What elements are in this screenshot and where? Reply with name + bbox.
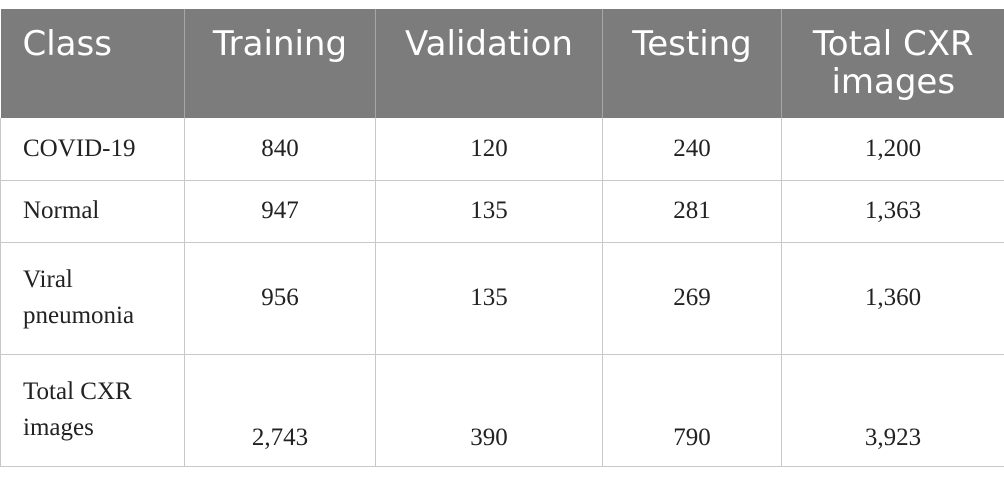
cell-class: Normal bbox=[0, 180, 185, 243]
cell-testing: 240 bbox=[602, 118, 782, 181]
cell-class: Viral pneumonia bbox=[0, 242, 185, 355]
table-row: Viral pneumonia 956 135 269 1,360 bbox=[0, 242, 1004, 355]
table-header: Class Training Validation Testing Total … bbox=[0, 9, 1004, 118]
cell-total: 1,200 bbox=[781, 118, 1004, 181]
cell-total: 1,360 bbox=[781, 242, 1004, 355]
cell-validation: 135 bbox=[375, 242, 603, 355]
header-testing: Testing bbox=[602, 9, 782, 118]
header-validation: Validation bbox=[375, 9, 603, 118]
cell-class: COVID-19 bbox=[0, 118, 185, 181]
cell-testing: 790 bbox=[602, 354, 782, 467]
header-training: Training bbox=[184, 9, 376, 118]
table-row-total: Total CXR images 2,743 390 790 3,923 bbox=[0, 354, 1004, 467]
table-row: Normal 947 135 281 1,363 bbox=[0, 180, 1004, 243]
cell-validation: 390 bbox=[375, 354, 603, 467]
cell-testing: 269 bbox=[602, 242, 782, 355]
cell-testing: 281 bbox=[602, 180, 782, 243]
dataset-split-table: Class Training Validation Testing Total … bbox=[0, 9, 1004, 467]
header-total: Total CXR images bbox=[781, 9, 1004, 118]
cell-total: 1,363 bbox=[781, 180, 1004, 243]
table-row: COVID-19 840 120 240 1,200 bbox=[0, 118, 1004, 181]
header-class: Class bbox=[0, 9, 185, 118]
cell-validation: 120 bbox=[375, 118, 603, 181]
header-row: Class Training Validation Testing Total … bbox=[0, 9, 1004, 118]
table-body: COVID-19 840 120 240 1,200 Normal 947 13… bbox=[0, 118, 1004, 467]
cell-total: 3,923 bbox=[781, 354, 1004, 467]
cell-class: Total CXR images bbox=[0, 354, 185, 467]
cell-training: 956 bbox=[184, 242, 376, 355]
cell-training: 947 bbox=[184, 180, 376, 243]
cell-validation: 135 bbox=[375, 180, 603, 243]
cell-training: 2,743 bbox=[184, 354, 376, 467]
cell-training: 840 bbox=[184, 118, 376, 181]
